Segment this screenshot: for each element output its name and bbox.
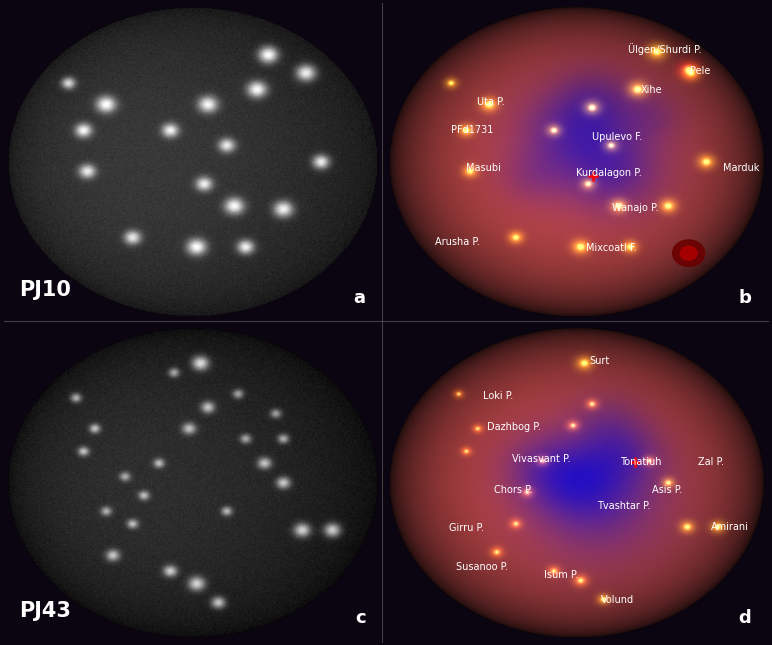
Text: Girru P.: Girru P. [449, 523, 484, 533]
Text: Surt: Surt [590, 356, 610, 366]
Text: Dazhbog P.: Dazhbog P. [487, 422, 540, 432]
Text: Zal P.: Zal P. [698, 457, 724, 467]
Text: b: b [739, 289, 751, 306]
Text: Isum P.: Isum P. [544, 570, 578, 580]
Text: PJ10: PJ10 [19, 281, 71, 301]
Text: Arusha P.: Arusha P. [435, 237, 480, 247]
Text: PJ43: PJ43 [19, 601, 71, 621]
Text: Marduk: Marduk [723, 163, 759, 174]
Text: Wanajo P.: Wanajo P. [612, 203, 659, 213]
Text: Amirani: Amirani [712, 522, 750, 531]
Text: Tonatiuh: Tonatiuh [620, 457, 662, 467]
Text: Kurdalagon P.: Kurdalagon P. [576, 168, 642, 178]
Text: Asis P.: Asis P. [652, 485, 682, 495]
Text: Xihe: Xihe [641, 84, 662, 95]
Text: PFd1731: PFd1731 [451, 125, 493, 135]
Text: Masubi: Masubi [466, 163, 501, 174]
Text: d: d [739, 610, 751, 627]
Text: Mixcoatl F.: Mixcoatl F. [586, 243, 637, 253]
Text: c: c [355, 610, 365, 627]
Text: Ülgen/Shurdi P.: Ülgen/Shurdi P. [628, 43, 701, 55]
Text: Vivasvant P.: Vivasvant P. [512, 454, 570, 464]
Text: Chors P.: Chors P. [495, 485, 533, 495]
Circle shape [672, 240, 705, 266]
Text: Uta P.: Uta P. [477, 97, 505, 107]
Text: Tvashtar P.: Tvashtar P. [598, 501, 651, 511]
Text: a: a [354, 289, 365, 306]
Text: Susanoo P.: Susanoo P. [456, 562, 509, 573]
Text: Pele: Pele [690, 66, 711, 75]
Circle shape [680, 246, 697, 260]
Text: Loki P.: Loki P. [483, 391, 513, 401]
Text: Volund: Volund [601, 595, 634, 606]
Text: Upulevo F.: Upulevo F. [591, 132, 642, 142]
